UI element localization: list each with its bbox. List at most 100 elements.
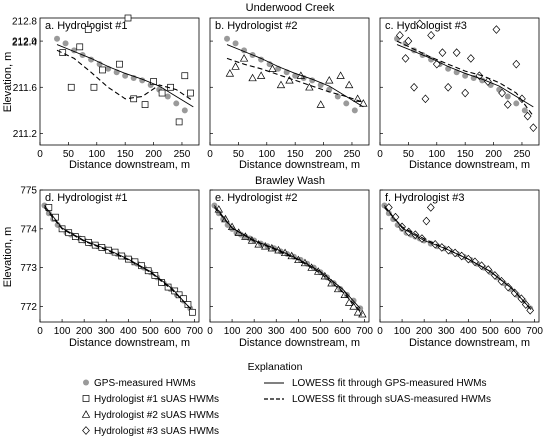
x-axis-label: Distance downstream, m — [239, 337, 360, 349]
suas-point — [466, 54, 475, 63]
panel-c: 0 50 100 150 200 250 c. Hydrologist #3 Distance… — [377, 17, 540, 171]
plot-frame — [209, 189, 370, 323]
suas-point — [426, 203, 435, 212]
gps-lowess-line — [56, 44, 194, 108]
suas-point — [404, 36, 413, 46]
x-tick-label: 200 — [76, 326, 93, 337]
panel-label: d. Hydrologist #1 — [45, 192, 128, 204]
y-tick-label: 212.4 — [12, 38, 37, 49]
y-tick-label: 212.0 — [12, 37, 37, 48]
plot-frame — [379, 17, 540, 146]
panel-label: e. Hydrologist #2 — [215, 192, 298, 204]
suas-lowess-line — [383, 207, 533, 312]
legend-item: Hydrologist #2 sUAS HWMs — [81, 410, 219, 421]
suas-point — [231, 62, 240, 70]
plot-frame — [39, 17, 200, 146]
section-title: Brawley Wash — [255, 175, 325, 187]
legend-label: Hydrologist #3 sUAS HWMs — [94, 426, 219, 437]
legend-label: LOWESS fit through sUAS-measured HWMs — [292, 394, 491, 405]
x-tick-label: 150 — [457, 149, 474, 160]
suas-point — [359, 99, 368, 107]
suas-point — [116, 60, 123, 68]
suas-point — [268, 64, 277, 72]
suas-point — [336, 71, 345, 79]
x-tick-label: 250 — [514, 149, 531, 160]
panel-e: 0 100 200 300 400 500 600 700 e. Hydrologist #2 D… — [207, 189, 373, 349]
x-axis-label: Distance downstream, m — [409, 337, 530, 349]
gps-lowess-line — [396, 44, 534, 108]
gps-point — [513, 100, 520, 107]
x-tick-label: 700 — [356, 326, 373, 337]
x-tick-label: 0 — [207, 149, 213, 160]
suas-point — [461, 88, 470, 98]
x-axis-label: Distance downstream, m — [69, 337, 190, 349]
suas-point — [59, 49, 67, 56]
x-tick-label: 100 — [54, 326, 71, 337]
suas-point — [225, 69, 235, 77]
x-tick-label: 150 — [287, 149, 304, 160]
suas-point — [141, 101, 149, 108]
suas-point — [353, 94, 362, 102]
legend-item: GPS-measured HWMs — [83, 378, 196, 389]
suas-lowess-line — [396, 40, 534, 117]
section-0: Underwood Creek Elevation, m 0 50 100 150 200 2… — [2, 2, 540, 171]
y-axis-label: Elevation, m — [2, 227, 14, 288]
x-tick-label: 50 — [403, 149, 415, 160]
legend-marker — [82, 426, 90, 435]
x-tick-label: 400 — [120, 326, 137, 337]
x-tick-label: 600 — [334, 326, 351, 337]
suas-point — [248, 73, 257, 82]
suas-point — [415, 19, 424, 29]
x-tick-label: 400 — [460, 326, 477, 337]
x-tick-label: 0 — [37, 149, 43, 160]
y-tick-label: 775 — [20, 186, 37, 197]
legend-item: LOWESS fit through sUAS-measured HWMs — [264, 394, 491, 405]
suas-point — [492, 25, 501, 34]
suas-point — [296, 71, 306, 79]
suas-point — [90, 83, 98, 91]
x-tick-label: 700 — [186, 326, 203, 337]
y-tick-label: 211.2 — [13, 129, 38, 140]
x-tick-label: 100 — [258, 149, 275, 160]
suas-point — [422, 216, 431, 226]
x-tick-label: 500 — [142, 326, 159, 337]
suas-point — [427, 30, 435, 40]
legend-marker — [83, 379, 89, 386]
suas-point — [276, 80, 286, 89]
suas-point — [444, 82, 453, 92]
suas-point — [358, 309, 367, 318]
y-tick-label: 774 — [20, 224, 37, 235]
x-tick-label: 200 — [485, 149, 502, 160]
y-tick-label: 772 — [20, 302, 37, 313]
suas-point — [432, 59, 441, 69]
x-tick-label: 50 — [233, 149, 245, 160]
suas-point — [325, 76, 334, 84]
x-tick-label: 200 — [246, 326, 263, 337]
plot-frame — [379, 189, 540, 323]
legend: Explanation GPS-measured HWMs Hydrologist … — [81, 361, 491, 437]
suas-point — [503, 100, 512, 109]
suas-point — [67, 83, 75, 91]
suas-point — [158, 89, 166, 97]
gps-point — [229, 225, 236, 232]
x-axis-label: Distance downstream, m — [239, 159, 360, 171]
suas-point — [285, 76, 294, 84]
suas-point — [452, 48, 461, 57]
gps-point — [164, 93, 171, 100]
suas-point — [475, 71, 484, 81]
x-tick-label: 200 — [416, 326, 433, 337]
suas-point — [421, 94, 430, 104]
section-1: Brawley Wash Elevation, m 0 100 200 300 400 500… — [2, 175, 543, 349]
suas-point — [316, 100, 325, 108]
x-tick-label: 100 — [88, 149, 105, 160]
x-tick-label: 600 — [164, 326, 181, 337]
suas-point — [305, 82, 314, 91]
x-tick-label: 400 — [290, 326, 307, 337]
suas-point — [130, 95, 138, 103]
x-tick-label: 500 — [482, 326, 499, 337]
panel-label: b. Hydrologist #2 — [215, 20, 298, 32]
x-tick-label: 250 — [344, 149, 361, 160]
y-axis-label: Elevation, m — [2, 52, 14, 113]
gps-point — [521, 107, 528, 114]
